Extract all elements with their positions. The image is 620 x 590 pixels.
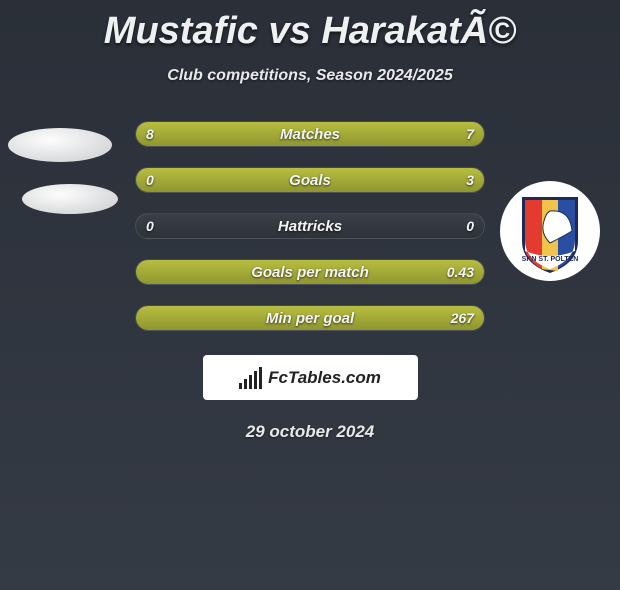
page-title: Mustafic vs HarakatÃ©	[0, 10, 620, 53]
stat-value-right: 0.43	[447, 260, 474, 284]
brand-text: FcTables.com	[268, 368, 381, 388]
stat-value-left: 0	[146, 168, 154, 192]
stat-value-left: 8	[146, 122, 154, 146]
stat-row: Hattricks0 0	[135, 213, 485, 239]
stat-value-right: 267	[451, 306, 474, 330]
season-subtitle: Club competitions, Season 2024/2025	[0, 67, 620, 85]
stat-row: Goals0 3	[135, 167, 485, 193]
player-placeholder-oval	[22, 184, 118, 214]
stat-row: Matches8 7	[135, 121, 485, 147]
stat-label: Goals	[136, 168, 484, 192]
stat-row: Goals per match0.43	[135, 259, 485, 285]
club-badge-right: SKN ST. POLTEN	[500, 181, 600, 281]
player-placeholder-oval	[8, 128, 112, 162]
bars-icon	[239, 367, 262, 389]
svg-text:SKN ST. POLTEN: SKN ST. POLTEN	[522, 256, 579, 263]
fctables-branding: FcTables.com	[203, 355, 418, 400]
snapshot-date: 29 october 2024	[0, 422, 620, 442]
stat-label: Min per goal	[136, 306, 484, 330]
stats-container: Matches87Goals03Hattricks00Goals per mat…	[135, 121, 485, 331]
stat-value-right: 0	[466, 214, 474, 238]
stat-label: Matches	[136, 122, 484, 146]
stat-value-left: 0	[146, 214, 154, 238]
stat-value-right: 3	[466, 168, 474, 192]
stat-row: Min per goal267	[135, 305, 485, 331]
stat-label: Goals per match	[136, 260, 484, 284]
stat-value-right: 7	[466, 122, 474, 146]
stat-label: Hattricks	[136, 214, 484, 238]
